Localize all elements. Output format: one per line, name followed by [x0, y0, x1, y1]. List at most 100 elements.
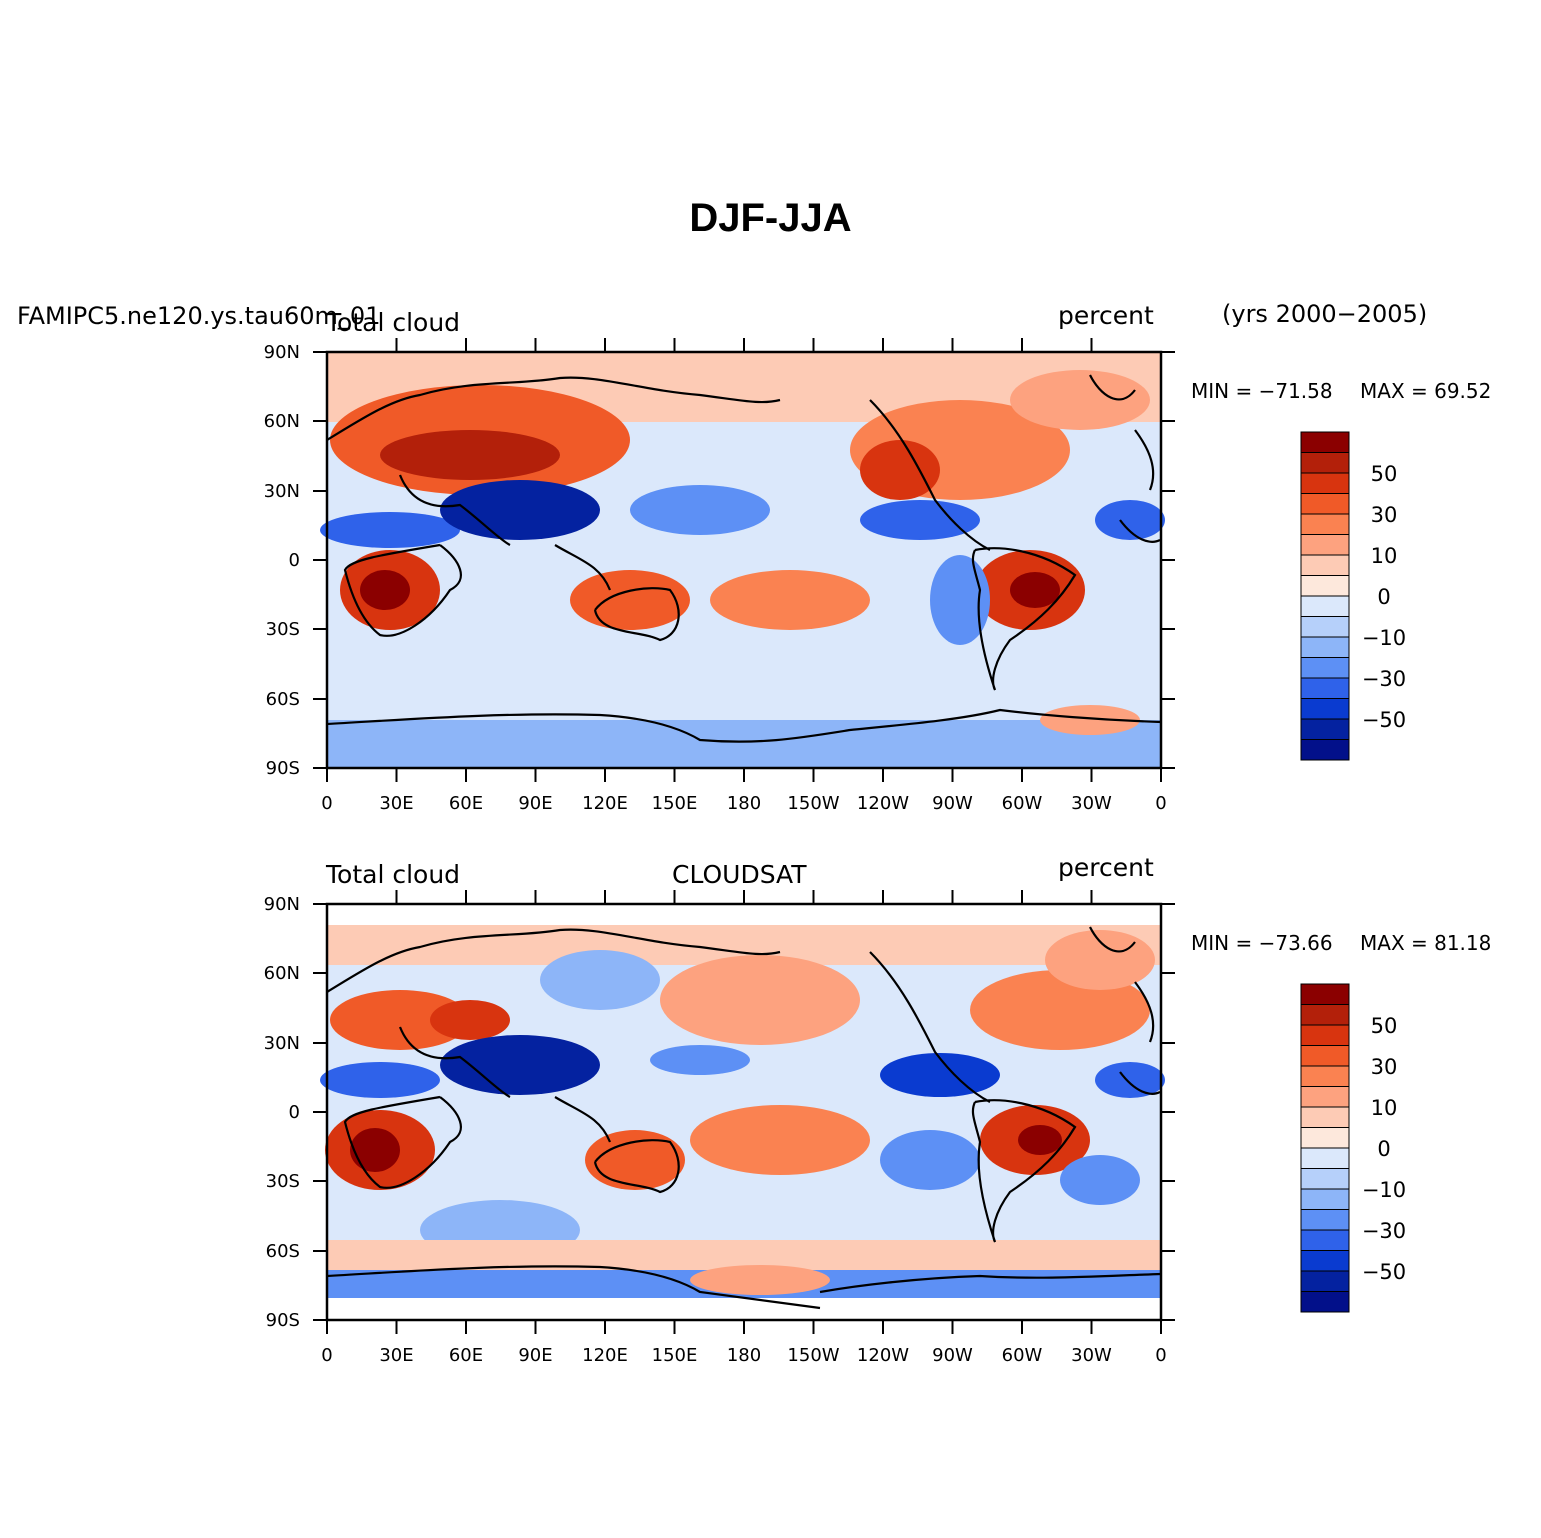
panel-2-lon-labels: 0 30E 60E 90E 120E 150E 180 150W 120W 90… [321, 1345, 1166, 1366]
panel-1-lon-ticks [326, 338, 1162, 782]
colorbar-label: 10 [1371, 1096, 1398, 1120]
colorbar-label: −50 [1362, 1260, 1406, 1284]
panel-2-coastlines [326, 926, 1162, 1310]
colorbar-swatch [1300, 698, 1350, 720]
lat-label: 30N [264, 1033, 300, 1054]
lat-label: 90S [266, 758, 300, 779]
colorbar-swatch [1300, 472, 1350, 494]
panel-2-colorbar-labels: 50 30 10 0 −10 −30 −50 [1362, 1014, 1406, 1284]
panel-2-min-label: MIN = −73.66 [1191, 931, 1333, 955]
lon-label: 120W [857, 793, 909, 814]
panel-1-coastlines [326, 374, 1162, 743]
colorbar-label: 10 [1371, 544, 1398, 568]
panel-2-colorbar [1300, 983, 1350, 1313]
lon-label: 60W [1002, 1345, 1043, 1366]
colorbar-swatch [1300, 1291, 1350, 1313]
lat-label: 0 [289, 1102, 300, 1123]
colorbar-swatch [1300, 1168, 1350, 1190]
lon-label: 30W [1071, 1345, 1112, 1366]
colorbar-swatch [1300, 1127, 1350, 1149]
colorbar-label: 50 [1371, 462, 1398, 486]
colorbar-swatch [1300, 1270, 1350, 1292]
colorbar-swatch [1300, 1229, 1350, 1251]
panel-2-center-label: CLOUDSAT [672, 860, 807, 889]
lon-label: 180 [727, 793, 761, 814]
lon-label: 30E [379, 1345, 413, 1366]
panel-2-left-label: Total cloud [326, 860, 461, 889]
lon-label: 30W [1071, 793, 1112, 814]
colorbar-swatch [1300, 1065, 1350, 1087]
lat-label: 90N [264, 894, 300, 915]
panel-1-min-label: MIN = −71.58 [1191, 379, 1333, 403]
lat-label: 60N [264, 411, 300, 432]
panel-1-lat-labels: 90N 60N 30N 0 30S 60S 90S [264, 342, 300, 779]
years-label: (yrs 2000−2005) [1222, 300, 1428, 328]
lon-label: 90E [518, 793, 552, 814]
colorbar-swatch [1300, 1209, 1350, 1231]
panel-2-units-label: percent [1058, 853, 1154, 882]
lon-label: 90W [932, 793, 973, 814]
panel-1-lon-labels: 0 30E 60E 90E 120E 150E 180 150W 120W 90… [321, 793, 1166, 814]
lat-label: 30N [264, 481, 300, 502]
colorbar-label: −30 [1362, 1219, 1406, 1243]
panel-2-lon-ticks [326, 890, 1162, 1334]
colorbar-label: −10 [1362, 626, 1406, 650]
colorbar-label: −50 [1362, 708, 1406, 732]
colorbar-swatch [1300, 1250, 1350, 1272]
colorbar-swatch [1300, 534, 1350, 556]
colorbar-swatch [1300, 718, 1350, 740]
lat-label: 0 [289, 550, 300, 571]
lon-label: 90E [518, 1345, 552, 1366]
colorbar-swatch [1300, 493, 1350, 515]
colorbar-swatch [1300, 1086, 1350, 1108]
colorbar-swatch [1300, 657, 1350, 679]
colorbar-swatch [1300, 595, 1350, 617]
colorbar-swatch [1300, 452, 1350, 474]
lon-label: 60E [449, 793, 483, 814]
lon-label: 150W [787, 793, 839, 814]
lat-label: 60S [266, 1241, 300, 1262]
lon-label: 0 [1155, 1345, 1166, 1366]
lon-label: 30E [379, 793, 413, 814]
colorbar-swatch [1300, 739, 1350, 761]
lat-label: 60N [264, 963, 300, 984]
panel-2-field [320, 925, 1165, 1298]
colorbar-swatch [1300, 575, 1350, 597]
colorbar-label: 50 [1371, 1014, 1398, 1038]
colorbar-swatch [1300, 513, 1350, 535]
colorbar-label: −10 [1362, 1178, 1406, 1202]
colorbar-label: 30 [1371, 1055, 1398, 1079]
panel-2-lat-ticks [313, 903, 1175, 1321]
lon-label: 0 [1155, 793, 1166, 814]
colorbar-swatch [1300, 554, 1350, 576]
panel-1-units-label: percent [1058, 301, 1154, 330]
lon-label: 150E [652, 793, 698, 814]
colorbar-label: 0 [1377, 585, 1390, 609]
colorbar-swatch [1300, 616, 1350, 638]
lon-label: 150W [787, 1345, 839, 1366]
panel-1-colorbar [1300, 431, 1350, 761]
lon-label: 0 [321, 1345, 332, 1366]
lon-label: 0 [321, 793, 332, 814]
lon-label: 120W [857, 1345, 909, 1366]
colorbar-swatch [1300, 1106, 1350, 1128]
panel-2-max-label: MAX = 81.18 [1360, 931, 1492, 955]
colorbar-swatch [1300, 1147, 1350, 1169]
panel-1-max-label: MAX = 69.52 [1360, 379, 1492, 403]
lon-label: 60W [1002, 793, 1043, 814]
panel-1-field [320, 352, 1165, 768]
panel-1-lat-ticks [313, 351, 1175, 769]
lat-label: 60S [266, 689, 300, 710]
lat-label: 30S [266, 1171, 300, 1192]
lon-label: 90W [932, 1345, 973, 1366]
lat-label: 90S [266, 1310, 300, 1331]
lon-label: 150E [652, 1345, 698, 1366]
lon-label: 120E [582, 793, 628, 814]
colorbar-swatch [1300, 1004, 1350, 1026]
lat-label: 30S [266, 619, 300, 640]
colorbar-swatch [1300, 1024, 1350, 1046]
colorbar-swatch [1300, 636, 1350, 658]
colorbar-label: 0 [1377, 1137, 1390, 1161]
figure-title: DJF-JJA [689, 196, 852, 240]
panel-1-colorbar-labels: 50 30 10 0 −10 −30 −50 [1362, 462, 1406, 732]
